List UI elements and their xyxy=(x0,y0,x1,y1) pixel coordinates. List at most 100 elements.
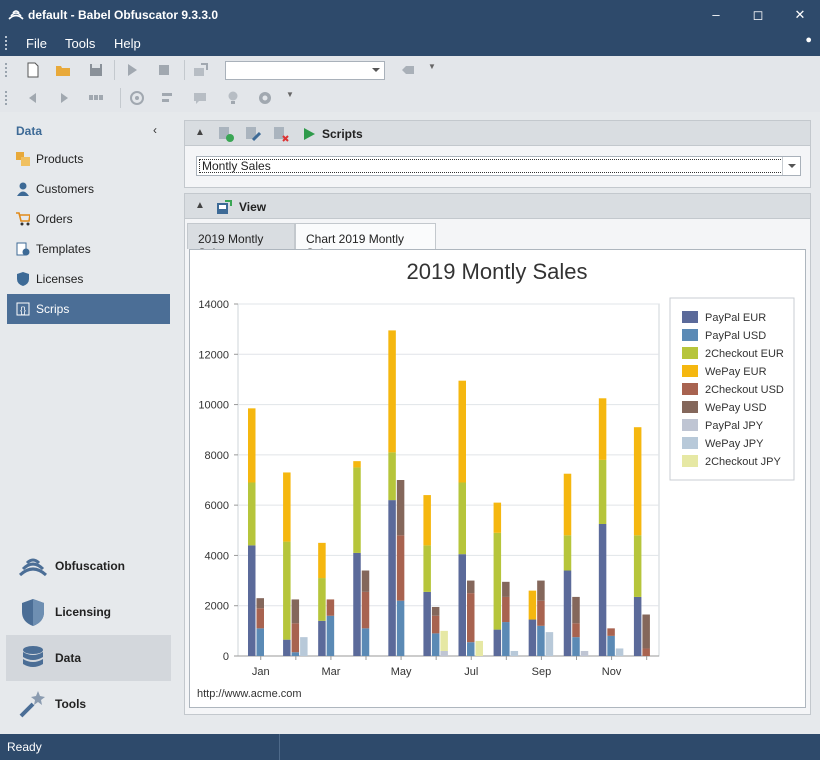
bar-2checkout-eur xyxy=(633,535,642,597)
minimize-icon[interactable]: – xyxy=(712,7,720,22)
y-tick-label: 2000 xyxy=(205,601,229,613)
toolbar-grip[interactable] xyxy=(5,63,8,77)
sidebar-item-customers[interactable]: Customers xyxy=(7,174,170,204)
bar-wepay-eur xyxy=(283,472,291,542)
run-icon[interactable] xyxy=(124,62,140,78)
toolbar-navigation: ▼ xyxy=(0,84,820,112)
pin-icon[interactable]: ● xyxy=(805,34,812,46)
obfuscation-icon xyxy=(18,558,48,577)
new-file-icon[interactable] xyxy=(25,62,41,78)
collapse-view-icon[interactable]: ▲ xyxy=(195,200,205,211)
bar-wepay-eur xyxy=(493,502,502,533)
open-folder-icon[interactable] xyxy=(55,62,71,78)
view-panel-header[interactable]: ▲ View xyxy=(184,193,811,219)
more-dropdown-icon[interactable]: ▼ xyxy=(286,90,294,99)
bar-2checkout-usd xyxy=(256,608,264,629)
legend-swatch xyxy=(682,311,698,323)
bar-2checkout-eur xyxy=(423,545,431,592)
chevron-down-icon[interactable] xyxy=(782,157,800,175)
legend-swatch xyxy=(682,401,698,413)
collapse-scripts-icon[interactable]: ▲ xyxy=(195,127,205,138)
script-selector[interactable]: Montly Sales xyxy=(196,156,801,176)
y-tick-label: 8000 xyxy=(205,450,229,462)
nav-licensing[interactable]: Licensing xyxy=(6,589,171,635)
edit-script-icon[interactable] xyxy=(245,126,261,142)
nav-tools[interactable]: Tools xyxy=(6,681,171,727)
export-icon[interactable] xyxy=(193,62,209,78)
tab-montly-sales-table[interactable]: 2019 Montly Sales xyxy=(187,223,295,260)
y-tick-label: 10000 xyxy=(198,400,229,412)
add-script-icon[interactable] xyxy=(218,126,234,142)
legend-swatch xyxy=(682,329,698,341)
run-script-icon[interactable] xyxy=(302,127,316,141)
bar-paypal-usd xyxy=(431,633,440,656)
maximize-icon[interactable]: ◻ xyxy=(752,7,764,22)
menu-tools[interactable]: Tools xyxy=(65,36,96,51)
nav-label: Data xyxy=(55,651,82,665)
legend-label: WePay JPY xyxy=(705,438,764,450)
grid-view-icon[interactable] xyxy=(88,90,104,106)
collapse-icon[interactable]: ‹ xyxy=(153,123,157,137)
stop-icon[interactable] xyxy=(156,62,172,78)
sidebar: Data ‹ Products Customers Orders Templat… xyxy=(0,112,178,734)
y-tick-label: 0 xyxy=(223,651,229,663)
bar-paypal-eur xyxy=(598,524,607,656)
x-tick-label: May xyxy=(391,666,412,678)
sidebar-item-orders[interactable]: Orders xyxy=(7,204,170,234)
close-icon[interactable]: ✕ xyxy=(794,7,806,22)
menu-grip[interactable] xyxy=(5,36,8,50)
tag-icon[interactable] xyxy=(400,62,416,78)
back-icon[interactable] xyxy=(25,90,41,106)
bar-paypal-usd xyxy=(467,642,475,656)
scripts-panel-header[interactable]: ▲ Scripts xyxy=(184,120,811,146)
forward-icon[interactable] xyxy=(56,90,72,106)
bar-2checkout-eur xyxy=(458,482,466,555)
svg-text:{}: {} xyxy=(20,305,26,315)
bar-paypal-eur xyxy=(563,570,572,656)
bar-paypal-eur xyxy=(318,620,326,656)
view-export-icon[interactable] xyxy=(216,199,232,215)
bar-paypal-usd xyxy=(291,652,300,656)
lightbulb-icon[interactable] xyxy=(225,90,241,106)
target-icon[interactable] xyxy=(129,90,145,106)
align-icon[interactable] xyxy=(160,90,176,106)
save-icon[interactable] xyxy=(88,62,104,78)
bar-paypal-usd xyxy=(607,635,615,656)
bar-paypal-eur xyxy=(528,619,537,656)
bar-paypal-eur xyxy=(458,554,466,656)
sidebar-item-licenses[interactable]: Licenses xyxy=(7,264,170,294)
bar-2checkout-eur xyxy=(598,459,607,524)
chart-title: 2019 Montly Sales xyxy=(407,259,588,284)
legend-swatch xyxy=(682,437,698,449)
bar-wepay-eur xyxy=(598,398,607,460)
bar-wepay-usd xyxy=(502,581,510,597)
bar-wepay-usd xyxy=(467,580,475,594)
nav-data[interactable]: Data xyxy=(6,635,171,681)
menu-file[interactable]: File xyxy=(26,36,47,51)
tag-dropdown-icon[interactable]: ▼ xyxy=(428,62,436,71)
lifebuoy-icon[interactable] xyxy=(257,90,273,106)
sidebar-item-scrips[interactable]: {} Scrips xyxy=(7,294,170,324)
toolbar-grip-2[interactable] xyxy=(5,91,8,105)
bar-paypal-jpy xyxy=(580,650,589,656)
delete-script-icon[interactable] xyxy=(273,126,289,142)
nav-obfuscation[interactable]: Obfuscation xyxy=(6,543,171,589)
bar-paypal-usd xyxy=(572,637,580,656)
toolbar-combo[interactable] xyxy=(225,61,385,80)
bar-wepay-eur xyxy=(353,461,361,468)
bar-paypal-usd xyxy=(502,622,510,656)
tab-montly-sales-chart[interactable]: Chart 2019 Montly Sales xyxy=(295,223,436,260)
menu-help[interactable]: Help xyxy=(114,36,141,51)
sidebar-item-products[interactable]: Products xyxy=(7,144,170,174)
bar-paypal-eur xyxy=(493,629,502,656)
bar-paypal-eur xyxy=(388,500,396,656)
bar-paypal-eur xyxy=(248,545,256,656)
bar-wepay-jpy xyxy=(510,650,519,656)
status-text: Ready xyxy=(7,740,42,754)
sidebar-item-templates[interactable]: Templates xyxy=(7,234,170,264)
sales-chart: 2019 Montly Sales 0 2000 4000 6000 8000 10000 1… xyxy=(197,259,795,700)
bar-paypal-usd xyxy=(361,628,370,656)
script-selector-value: Montly Sales xyxy=(199,159,783,173)
bar-2checkout-eur xyxy=(248,482,256,546)
comment-icon[interactable] xyxy=(192,90,208,106)
